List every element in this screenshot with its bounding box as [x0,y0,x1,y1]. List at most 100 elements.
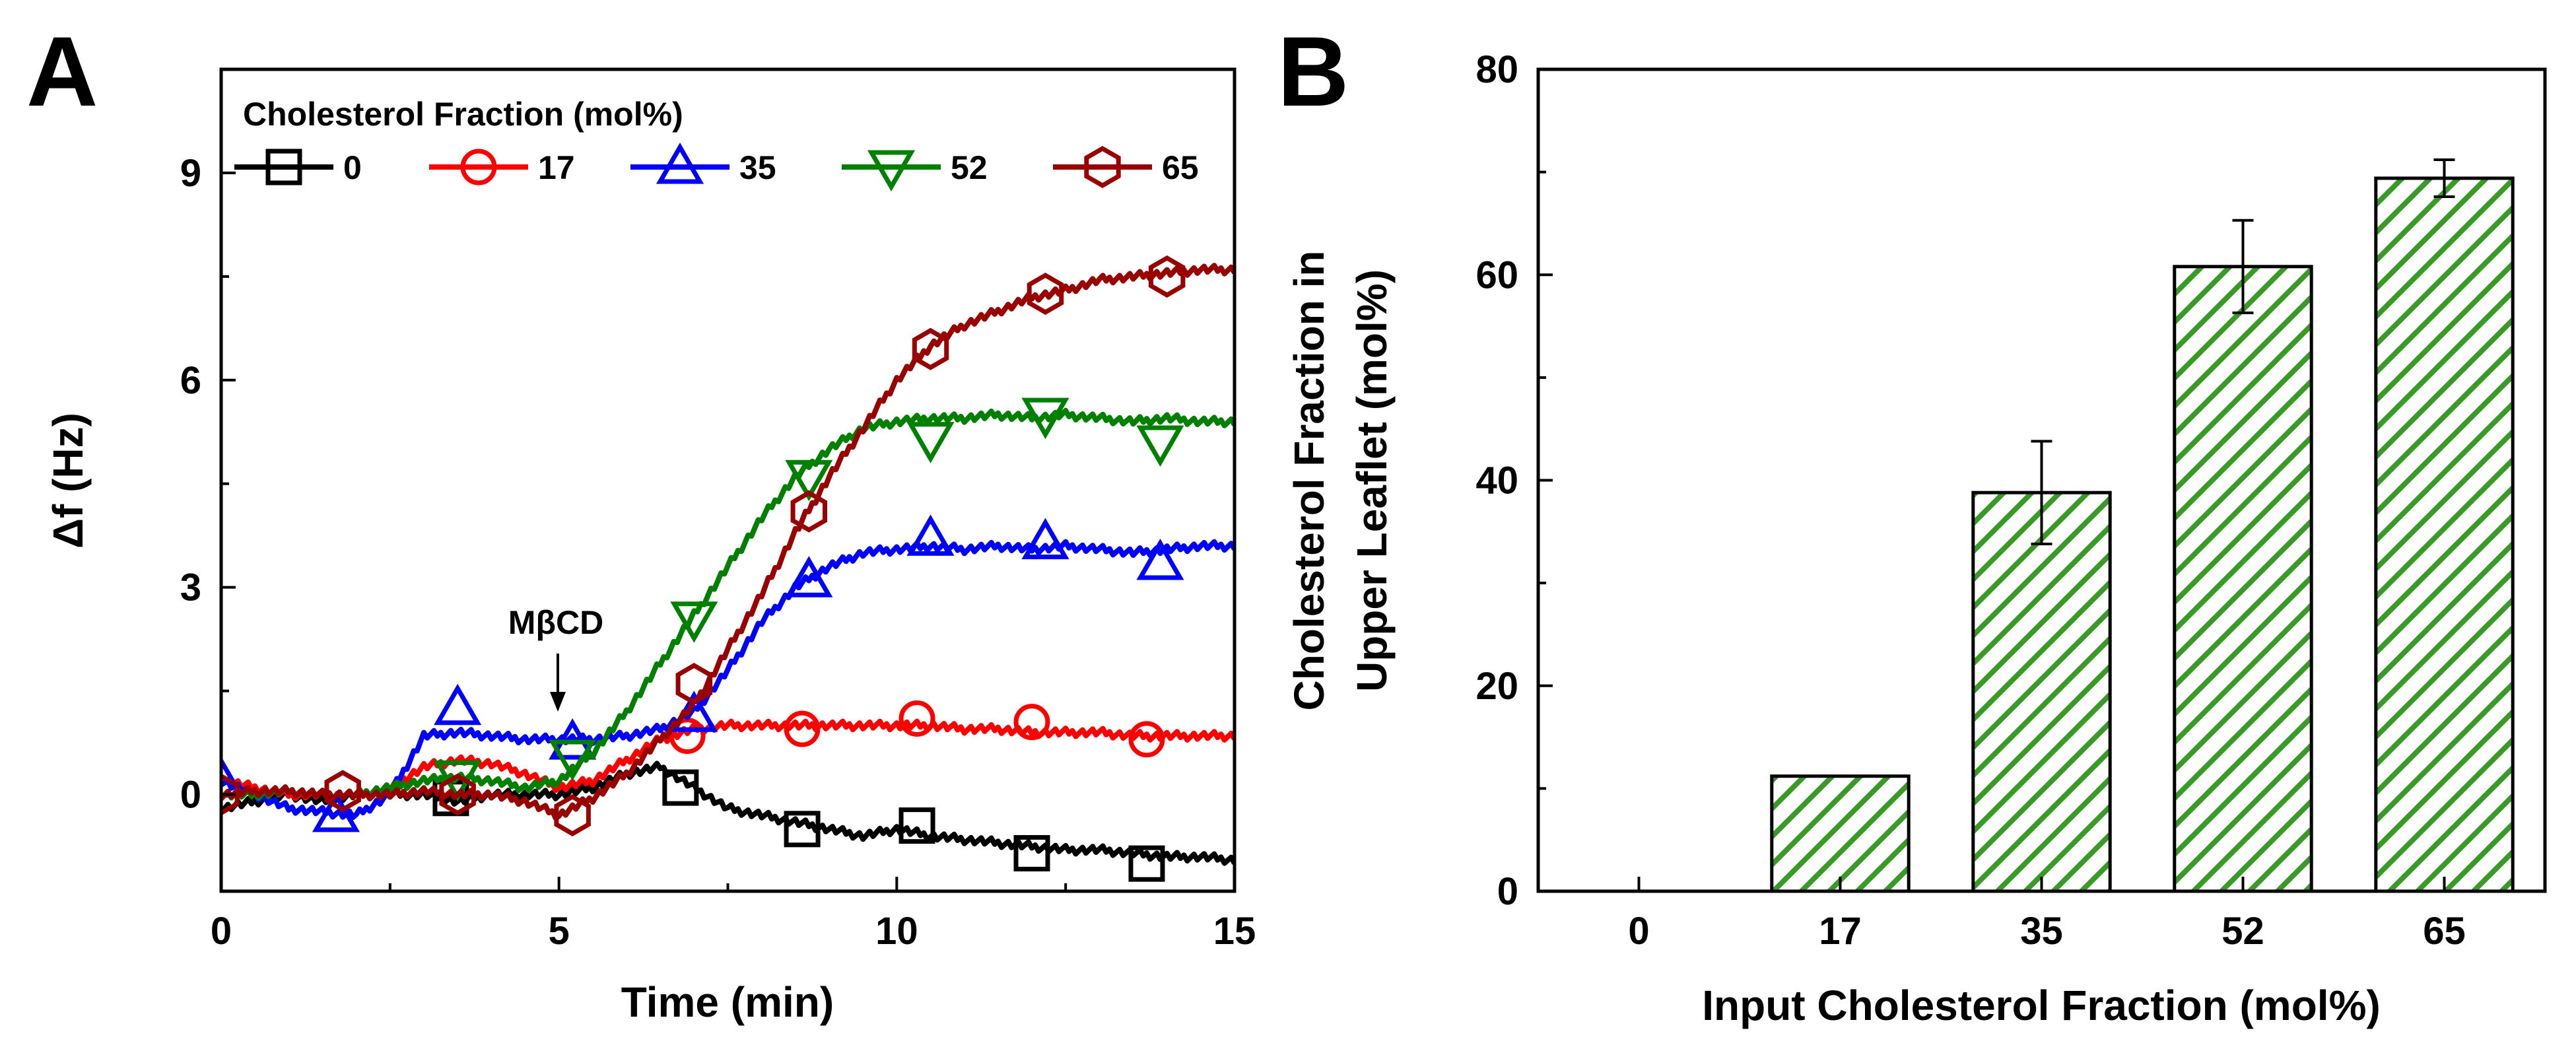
y-tick-label: 9 [180,152,201,195]
panel-b-x-axis-label: Input Cholesterol Fraction (mol%) [1702,982,2381,1029]
series-marker-52 [785,459,833,502]
y-tick-label: 40 [1475,459,1518,502]
error-bar-35 [2031,440,2052,545]
x-tick-label: 52 [2221,910,2264,953]
series-marker-65 [554,794,591,836]
series-marker-52 [670,601,718,643]
mbcd-annotation-label: MβCD [508,604,603,641]
series-marker-65 [675,663,713,706]
series-line-65 [221,263,1235,821]
legend-marker [656,142,704,184]
series-marker-65 [439,773,476,816]
series-marker-35 [221,756,246,798]
bar-65 [2374,176,2515,893]
series-marker-52 [549,739,597,781]
series-marker-35 [434,683,482,726]
x-tick-label: 17 [1819,910,1862,953]
legend-item-65: 65 [1053,145,1199,189]
series-17 [221,700,1235,801]
y-tick-label: 20 [1475,665,1518,708]
panel-a-label: A [26,16,98,127]
series-marker-17 [1128,721,1165,758]
series-marker-17 [784,710,821,747]
legend-label: 0 [343,149,362,186]
series-marker-35 [785,556,833,597]
error-bar-52 [2232,219,2254,314]
series-marker-0 [784,811,821,848]
y-tick-label: 80 [1475,48,1518,91]
mbcd-annotation: MβCD [508,604,603,712]
panel-a-y-axis-label: Δf (Hz) [44,413,92,549]
series-marker-0 [662,769,699,806]
y-tick-label: 60 [1475,254,1518,296]
series-marker-17 [1013,704,1050,741]
legend-label: 52 [951,149,988,186]
series-marker-0 [898,807,935,844]
series-marker-35 [1021,518,1069,560]
legend-marker [460,149,497,186]
legend: 0 17 35 52 65 [234,142,1199,192]
x-tick-label: 5 [549,910,570,953]
panel-a-line-chart: A 0 5 10 15 0 3 6 9 Time (min) Δf (Hz) Choleste… [26,16,1256,1026]
legend-item-35: 35 [630,142,776,186]
y-tick-label: 0 [180,774,201,817]
panel-b-label: B [1277,16,1349,127]
legend-item-52: 52 [842,149,988,192]
series-marker-65 [790,490,827,533]
series-marker-17 [898,700,935,737]
series-marker-65 [221,773,240,816]
series-marker-65 [912,327,949,370]
series-marker-0 [1013,834,1050,871]
series-marker-0 [1128,845,1165,882]
panel-b-bar-chart: B 0 20 40 60 80 0 17 35 52 65 Input Cholesterol F… [1277,16,2547,1029]
series-marker-65 [1027,272,1064,316]
bar-35 [1971,491,2112,893]
series-marker-52 [906,422,955,463]
legend-title: Cholesterol Fraction (mol%) [243,96,683,133]
series-line-0 [221,761,1235,866]
y-tick-label: 6 [180,359,201,402]
series-marker-65 [324,770,361,813]
legend-item-17: 17 [429,149,575,186]
legend-marker [867,150,916,192]
panel-a-frame [219,67,1237,893]
y-tick-label: 3 [180,566,201,609]
x-tick-label: 10 [875,910,918,953]
panel-a-series [221,255,1235,882]
panel-b-y-axis-label-line-2: Upper Leaflet (mol%) [1348,269,1396,692]
series-line-17 [221,718,1235,801]
x-tick-label: 15 [1213,910,1256,953]
x-tick-label: 65 [2423,910,2466,953]
series-marker-35 [1136,539,1184,580]
series-0 [221,761,1235,882]
panel-b-ticks: 0 20 40 60 80 0 17 35 52 65 [1475,48,2465,953]
panel-b-bars [1770,158,2515,893]
series-marker-35 [906,514,955,556]
panel-a-ticks: 0 5 10 15 0 3 6 9 [180,152,1256,953]
series-marker-35 [312,790,360,832]
panel-a-x-axis-label: Time (min) [621,978,834,1026]
x-tick-label: 0 [211,910,232,953]
legend-item-0: 0 [234,149,362,186]
error-bar-65 [2433,158,2455,198]
legend-label: 17 [538,149,575,186]
series-65 [221,255,1235,836]
series-marker-65 [1148,255,1186,298]
series-marker-52 [1136,425,1184,467]
legend-marker [265,149,302,186]
bar-17 [1770,774,1911,893]
series-35 [221,514,1235,832]
series-line-52 [221,407,1235,801]
series-52 [221,397,1235,802]
bar-52 [2173,265,2313,893]
x-tick-label: 35 [2020,910,2063,953]
series-marker-52 [1021,397,1069,440]
legend-label: 65 [1162,149,1199,186]
mbcd-arrow-head [550,692,566,712]
x-tick-label: 0 [1628,910,1649,953]
legend-marker [1084,145,1121,189]
y-tick-label: 0 [1497,870,1518,913]
panel-b-y-axis-label-line-1: Cholesterol Fraction in [1285,251,1333,711]
series-line-35 [221,539,1235,821]
